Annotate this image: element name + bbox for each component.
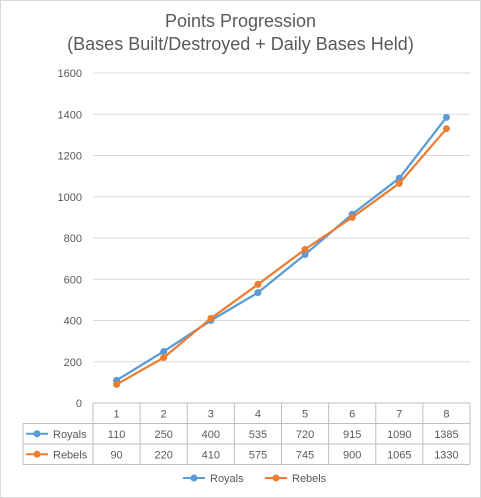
data-point-royals: [160, 347, 168, 355]
x-tick-label: 8: [443, 408, 449, 420]
y-tick-label: 1000: [58, 192, 82, 204]
table-cell-value: 745: [296, 449, 314, 461]
table-cell-value: 900: [343, 449, 361, 461]
table-cell-value: 1330: [434, 449, 458, 461]
x-tick-label: 5: [302, 408, 308, 420]
y-tick-label: 1200: [58, 151, 82, 163]
table-legend-key-marker: [33, 450, 41, 458]
data-point-rebels: [113, 380, 121, 388]
table-cell-value: 110: [108, 429, 126, 441]
data-point-rebels: [442, 125, 450, 133]
table-series-name: Rebels: [53, 449, 88, 461]
data-point-rebels: [348, 213, 356, 221]
table-series-name: Royals: [53, 429, 87, 441]
x-tick-label: 3: [208, 408, 214, 420]
y-tick-label: 1600: [58, 68, 82, 80]
data-point-rebels: [207, 314, 215, 322]
table-cell-value: 400: [202, 429, 220, 441]
table-cell-value: 575: [249, 449, 267, 461]
table-cell-value: 250: [155, 429, 173, 441]
legend-label: Rebels: [292, 473, 327, 485]
table-legend-key-marker: [33, 430, 41, 438]
data-point-royals: [254, 289, 262, 297]
data-point-rebels: [160, 354, 168, 362]
table-cell-value: 1385: [434, 429, 458, 441]
data-point-royals: [442, 113, 450, 121]
data-point-rebels: [395, 179, 403, 187]
y-tick-label: 0: [76, 398, 82, 410]
y-tick-label: 200: [64, 357, 82, 369]
table-cell-value: 1065: [387, 449, 411, 461]
chart-title: Points Progression (Bases Built/Destroye…: [0, 10, 481, 56]
data-point-rebels: [301, 245, 309, 253]
x-tick-label: 1: [114, 408, 120, 420]
y-tick-label: 400: [64, 316, 82, 328]
table-cell-value: 915: [343, 429, 361, 441]
legend-key-marker: [190, 474, 198, 482]
data-point-royals: [301, 251, 309, 258]
series-line-royals: [115, 116, 448, 382]
table-cell-value: 1090: [387, 429, 411, 441]
table-cell-value: 535: [249, 429, 267, 441]
chart-title-line1: Points Progression: [164, 11, 317, 31]
data-point-rebels: [254, 280, 262, 288]
legend-label: Royals: [210, 473, 244, 485]
table-cell-value: 410: [202, 449, 220, 461]
table-cell-value: 220: [155, 449, 173, 461]
y-tick-label: 600: [64, 274, 82, 286]
x-tick-label: 4: [255, 408, 261, 420]
series-line-rebels: [116, 127, 448, 386]
table-cell-value: 90: [110, 449, 122, 461]
legend-key-marker: [272, 474, 280, 482]
y-tick-label: 1400: [58, 109, 82, 121]
x-tick-label: 7: [396, 408, 402, 420]
chart-title-line2: (Bases Built/Destroyed + Daily Bases Hel…: [67, 34, 414, 54]
table-cell-value: 720: [296, 429, 314, 441]
y-tick-label: 800: [64, 233, 82, 245]
x-tick-label: 6: [349, 408, 355, 420]
x-tick-label: 2: [161, 408, 167, 420]
